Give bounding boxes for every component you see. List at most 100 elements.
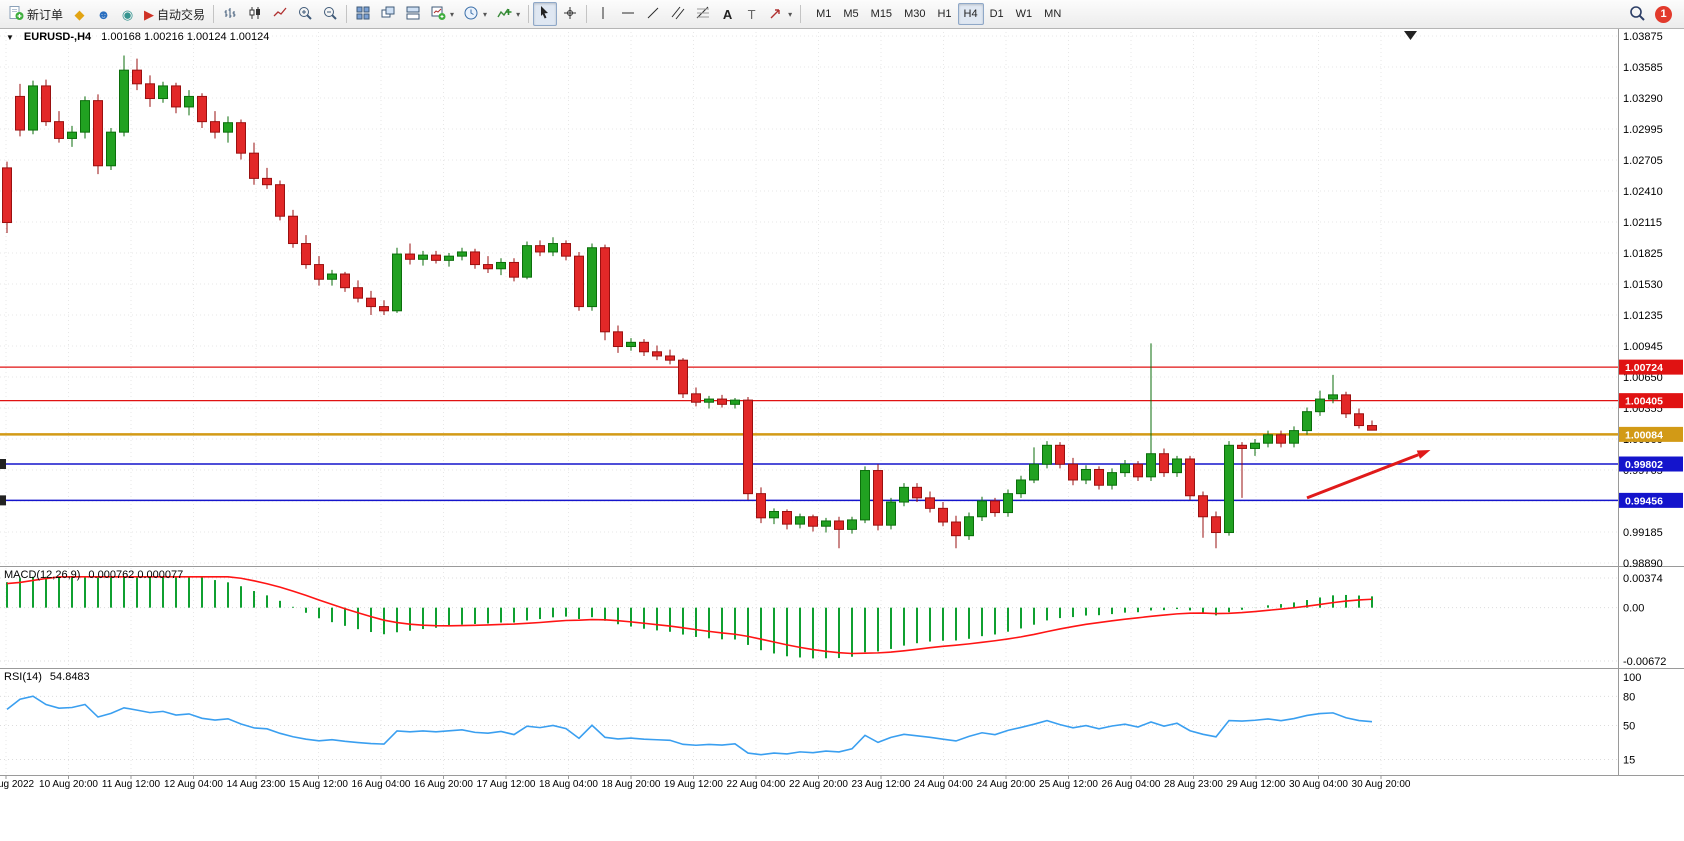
new-chart-button[interactable]: ▾ xyxy=(426,2,458,26)
svg-text:1.01825: 1.01825 xyxy=(1623,248,1663,260)
text-icon: A xyxy=(722,6,733,22)
auto-trading-button[interactable]: ▶ 自动交易 xyxy=(140,2,209,26)
tile-horizontal-button[interactable] xyxy=(401,2,425,26)
candlestick-chart-button[interactable] xyxy=(243,2,267,26)
crosshair-button[interactable] xyxy=(558,2,582,26)
one-click-arrow-icon[interactable]: ▼ xyxy=(6,32,14,42)
timeframe-H1[interactable]: H1 xyxy=(931,3,957,25)
ohlc-values: 1.00168 1.00216 1.00124 1.00124 xyxy=(101,31,270,43)
svg-text:30 Aug 20:00: 30 Aug 20:00 xyxy=(1352,779,1411,790)
new-order-label: 新订单 xyxy=(27,7,64,22)
new-order-button[interactable]: 新订单 xyxy=(4,2,67,26)
time-axis[interactable]: 10 Aug 2022 10 Aug 20:00 11 Aug 12:0012 Au… xyxy=(0,775,1411,791)
chevron-down-icon: ▾ xyxy=(516,9,521,19)
macd-name: MACD(12,26,9) xyxy=(4,569,81,581)
svg-text:15 Aug 12:00: 15 Aug 12:00 xyxy=(289,779,348,790)
panel-separators xyxy=(0,28,1684,776)
rsi-label: RSI(14) 54.8483 xyxy=(4,671,90,683)
svg-text:50: 50 xyxy=(1623,721,1635,733)
price-level-lines[interactable] xyxy=(0,366,1618,506)
community-icon: ☻ xyxy=(96,6,111,22)
horizontal-line-button[interactable] xyxy=(616,2,640,26)
periodicity-button[interactable]: ▾ xyxy=(459,2,491,26)
trendline-icon xyxy=(645,5,661,24)
svg-text:0.99802: 0.99802 xyxy=(1625,459,1663,471)
svg-text:12 Aug 04:00: 12 Aug 04:00 xyxy=(164,779,223,790)
macd-values: 0.000762 0.000077 xyxy=(88,569,184,581)
market-watch-button[interactable]: ◆ xyxy=(68,2,91,26)
indicators-icon xyxy=(496,5,512,24)
zoom-in-icon xyxy=(297,5,313,24)
channel-icon xyxy=(670,5,686,24)
indicators-button[interactable]: ▾ xyxy=(492,2,524,26)
svg-text:28 Aug 23:00: 28 Aug 23:00 xyxy=(1164,779,1223,790)
timeframe-M1[interactable]: M1 xyxy=(810,3,837,25)
timeframe-MN[interactable]: MN xyxy=(1038,3,1067,25)
svg-text:1.03290: 1.03290 xyxy=(1623,93,1663,105)
svg-text:26 Aug 04:00: 26 Aug 04:00 xyxy=(1102,779,1161,790)
svg-text:1.02410: 1.02410 xyxy=(1623,186,1663,198)
svg-text:24 Aug 20:00: 24 Aug 20:00 xyxy=(977,779,1036,790)
macd-label: MACD(12,26,9) 0.000762 0.000077 xyxy=(4,569,183,581)
channel-button[interactable] xyxy=(666,2,690,26)
fibonacci-button[interactable] xyxy=(691,2,715,26)
metaquotes-icon: ◉ xyxy=(121,6,134,22)
svg-text:24 Aug 04:00: 24 Aug 04:00 xyxy=(914,779,973,790)
search-button[interactable] xyxy=(1624,2,1650,26)
svg-text:16 Aug 04:00: 16 Aug 04:00 xyxy=(352,779,411,790)
price-axis[interactable]: 1.03875 1.03585 1.03290 1.02995 1.02705 1.024… xyxy=(1619,31,1683,570)
trendline-button[interactable] xyxy=(641,2,665,26)
timeframe-H4[interactable]: H4 xyxy=(957,3,984,25)
bar-chart-icon xyxy=(222,5,238,24)
timeframe-M5[interactable]: M5 xyxy=(837,3,864,25)
zoom-in-button[interactable] xyxy=(293,2,317,26)
svg-text:1.02115: 1.02115 xyxy=(1623,217,1662,229)
tile-windows-button[interactable] xyxy=(351,2,375,26)
text-button[interactable]: A xyxy=(716,2,739,26)
timeframe-W1[interactable]: W1 xyxy=(1010,3,1039,25)
notification-badge[interactable]: 1 xyxy=(1655,5,1672,23)
toolbar-separator xyxy=(800,5,802,23)
timeframe-M30[interactable]: M30 xyxy=(898,3,931,25)
bar-chart-button[interactable] xyxy=(218,2,242,26)
svg-text:14 Aug 23:00: 14 Aug 23:00 xyxy=(227,779,286,790)
metaquotes-button[interactable]: ◉ xyxy=(116,2,139,26)
tile-horizontal-icon xyxy=(405,5,421,24)
crosshair-icon xyxy=(562,5,578,24)
svg-text:1.00650: 1.00650 xyxy=(1623,372,1663,384)
line-chart-button[interactable] xyxy=(268,2,292,26)
svg-text:19 Aug 12:00: 19 Aug 12:00 xyxy=(664,779,723,790)
svg-text:10 Aug 2022: 10 Aug 2022 xyxy=(0,779,35,790)
text-label-icon: T xyxy=(747,6,756,22)
timeframe-D1[interactable]: D1 xyxy=(984,3,1010,25)
svg-text:100: 100 xyxy=(1623,672,1641,684)
trend-arrow[interactable] xyxy=(1306,450,1431,500)
timeframe-M15[interactable]: M15 xyxy=(865,3,898,25)
chart-shift-marker-icon[interactable] xyxy=(1404,31,1417,40)
chevron-down-icon: ▾ xyxy=(788,9,793,19)
symbol-period-label: EURUSD-,H4 xyxy=(23,31,92,43)
zoom-out-button[interactable] xyxy=(318,2,342,26)
community-button[interactable]: ☻ xyxy=(92,2,115,26)
horizontal-line-icon xyxy=(620,5,636,24)
auto-trading-icon: ▶ xyxy=(144,6,155,22)
toolbar-separator xyxy=(528,5,530,23)
macd-panel xyxy=(6,576,1373,659)
svg-text:25 Aug 12:00: 25 Aug 12:00 xyxy=(1039,779,1098,790)
svg-text:11 Aug 12:00: 11 Aug 12:00 xyxy=(102,779,161,790)
chevron-down-icon: ▾ xyxy=(450,9,455,19)
fibonacci-icon xyxy=(695,5,711,24)
clock-icon xyxy=(463,5,479,24)
indicator-axis[interactable]: 0.00374 0.00 -0.00672 100 80 50 15 xyxy=(1623,573,1666,766)
svg-text:16 Aug 20:00: 16 Aug 20:00 xyxy=(414,779,473,790)
svg-text:1.02705: 1.02705 xyxy=(1623,155,1663,167)
toolbar: 新订单 ◆ ☻ ◉ ▶ 自动交易 ▾ ▾ ▾ A T ▾ M1 M5 M15 M30 H… xyxy=(0,0,1684,29)
new-order-icon xyxy=(8,5,24,24)
cursor-button[interactable] xyxy=(533,2,558,26)
text-label-button[interactable]: T xyxy=(740,2,763,26)
vertical-line-button[interactable] xyxy=(591,2,615,26)
cascade-windows-button[interactable] xyxy=(376,2,400,26)
toolbar-separator xyxy=(346,5,348,23)
shapes-button[interactable]: ▾ xyxy=(764,2,796,26)
